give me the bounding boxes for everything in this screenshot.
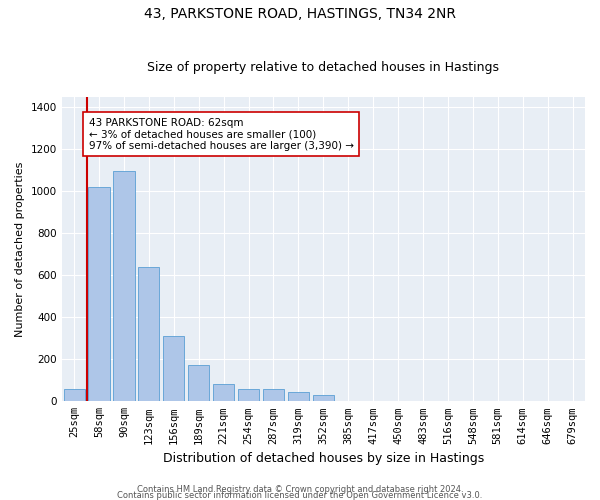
Title: Size of property relative to detached houses in Hastings: Size of property relative to detached ho… <box>148 62 499 74</box>
Text: 43, PARKSTONE ROAD, HASTINGS, TN34 2NR: 43, PARKSTONE ROAD, HASTINGS, TN34 2NR <box>144 8 456 22</box>
Bar <box>138 267 160 402</box>
Bar <box>213 384 234 402</box>
X-axis label: Distribution of detached houses by size in Hastings: Distribution of detached houses by size … <box>163 452 484 465</box>
Bar <box>288 392 309 402</box>
Bar <box>113 171 134 402</box>
Text: Contains HM Land Registry data © Crown copyright and database right 2024.: Contains HM Land Registry data © Crown c… <box>137 485 463 494</box>
Bar <box>263 388 284 402</box>
Bar <box>188 364 209 402</box>
Text: 43 PARKSTONE ROAD: 62sqm
← 3% of detached houses are smaller (100)
97% of semi-d: 43 PARKSTONE ROAD: 62sqm ← 3% of detache… <box>89 118 353 150</box>
Bar <box>163 336 184 402</box>
Bar <box>238 388 259 402</box>
Text: Contains public sector information licensed under the Open Government Licence v3: Contains public sector information licen… <box>118 490 482 500</box>
Bar <box>313 395 334 402</box>
Y-axis label: Number of detached properties: Number of detached properties <box>15 161 25 336</box>
Bar <box>88 187 110 402</box>
Bar <box>64 388 85 402</box>
